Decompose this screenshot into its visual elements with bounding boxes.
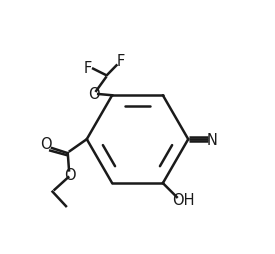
Text: O: O [88,87,100,102]
Text: F: F [83,61,92,75]
Text: O: O [40,136,52,151]
Text: O: O [64,168,75,182]
Text: N: N [207,132,218,147]
Text: F: F [116,54,124,69]
Text: OH: OH [172,192,194,207]
